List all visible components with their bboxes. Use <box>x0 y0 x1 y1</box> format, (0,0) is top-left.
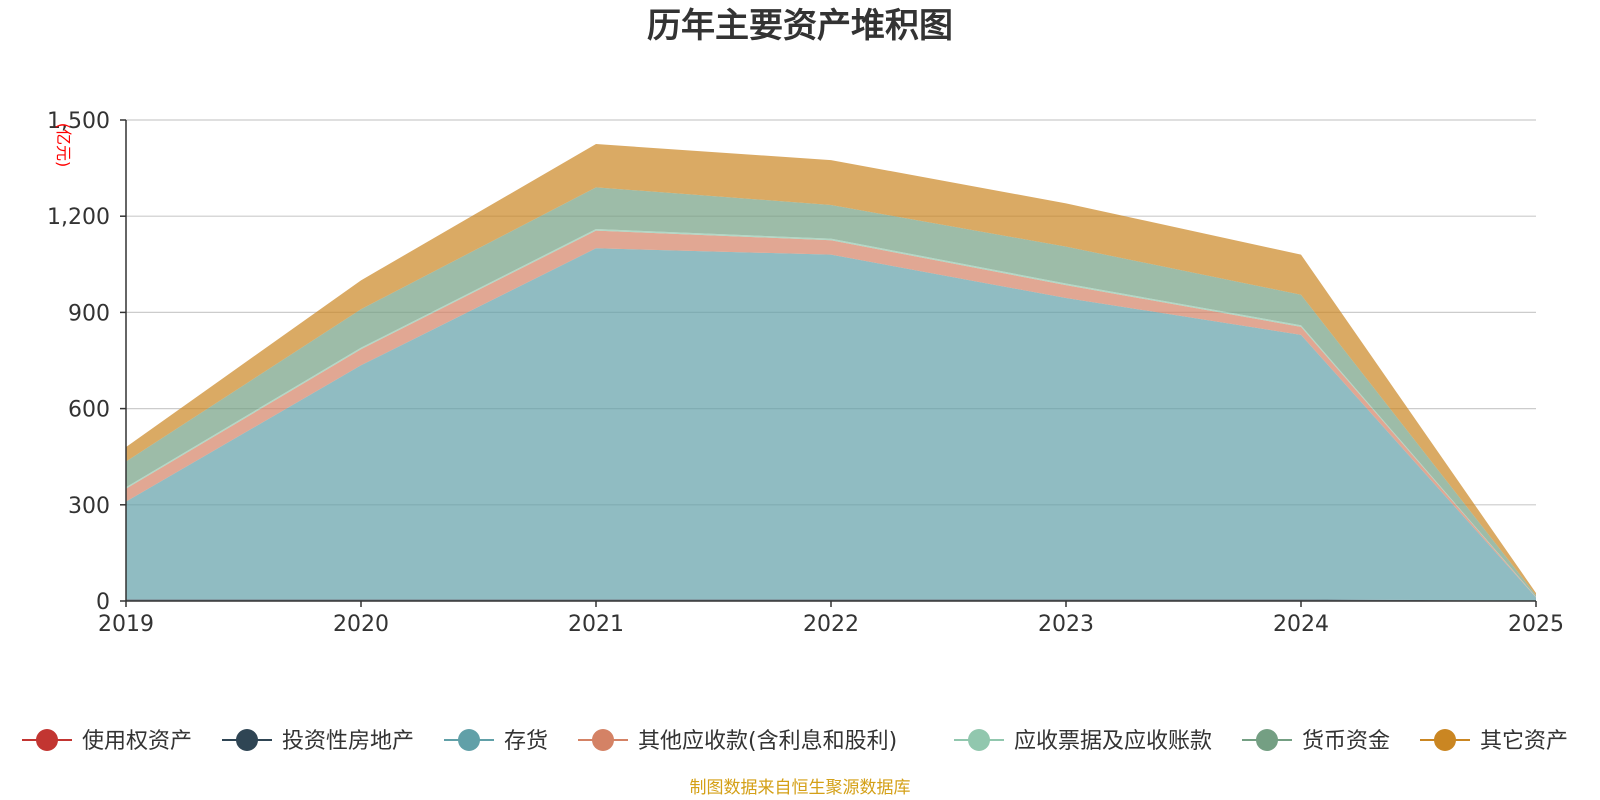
y-tick-label: 0 <box>96 590 110 615</box>
x-tick-label: 2019 <box>98 612 154 637</box>
legend-circle-icon <box>458 729 480 751</box>
legend-label: 使用权资产 <box>82 729 192 754</box>
legend-item-2[interactable]: 存货 <box>444 729 548 754</box>
legend-circle-icon <box>1434 729 1456 751</box>
area-series <box>126 144 1536 601</box>
legend-item-6[interactable]: 其它资产 <box>1420 729 1568 754</box>
x-tick-label: 2025 <box>1508 612 1564 637</box>
chart-title: 历年主要资产堆积图 <box>647 6 953 46</box>
x-ticks: 2019 2020 2021 2022 2023 2024 2025 <box>98 601 1564 637</box>
y-axis-label: (亿元) <box>54 123 73 168</box>
legend-label: 应收票据及应收账款 <box>1014 729 1212 754</box>
y-tick-label: 1,200 <box>47 205 110 230</box>
legend-item-3[interactable]: 其他应收款(含利息和股利) <box>578 729 897 754</box>
area-6 <box>126 144 1536 596</box>
x-tick-label: 2024 <box>1273 612 1329 637</box>
area-2 <box>126 248 1536 601</box>
legend-circle-icon <box>36 729 58 751</box>
legend-circle-icon <box>236 729 258 751</box>
y-tick-label: 900 <box>68 301 110 326</box>
legend-circle-icon <box>968 729 990 751</box>
y-ticks: 0 300 600 900 1,200 1,500 <box>47 109 126 615</box>
source-note: 制图数据来自恒生聚源数据库 <box>689 778 911 798</box>
area-5 <box>126 187 1536 597</box>
legend-label: 货币资金 <box>1302 729 1390 754</box>
x-tick-label: 2022 <box>803 612 859 637</box>
legend-label: 存货 <box>504 729 548 754</box>
y-tick-label: 1,500 <box>47 109 110 134</box>
legend-label: 其他应收款(含利息和股利) <box>638 729 897 754</box>
legend-item-5[interactable]: 货币资金 <box>1242 729 1390 754</box>
y-tick-label: 600 <box>68 398 110 423</box>
x-tick-label: 2020 <box>333 612 389 637</box>
x-tick-label: 2021 <box>568 612 624 637</box>
y-tick-label: 300 <box>68 494 110 519</box>
legend-label: 投资性房地产 <box>282 729 414 754</box>
legend-circle-icon <box>1256 729 1278 751</box>
legend-item-4[interactable]: 应收票据及应收账款 <box>954 729 1212 754</box>
legend-item-1[interactable]: 投资性房地产 <box>222 729 414 754</box>
legend-item-0[interactable]: 使用权资产 <box>22 729 192 754</box>
x-tick-label: 2023 <box>1038 612 1094 637</box>
legend: 使用权资产 投资性房地产 存货 其他应收款(含利息和股利) 应收票据及应收账款 货币资金 其… <box>22 729 1568 754</box>
legend-label: 其它资产 <box>1480 729 1568 754</box>
legend-circle-icon <box>592 729 614 751</box>
